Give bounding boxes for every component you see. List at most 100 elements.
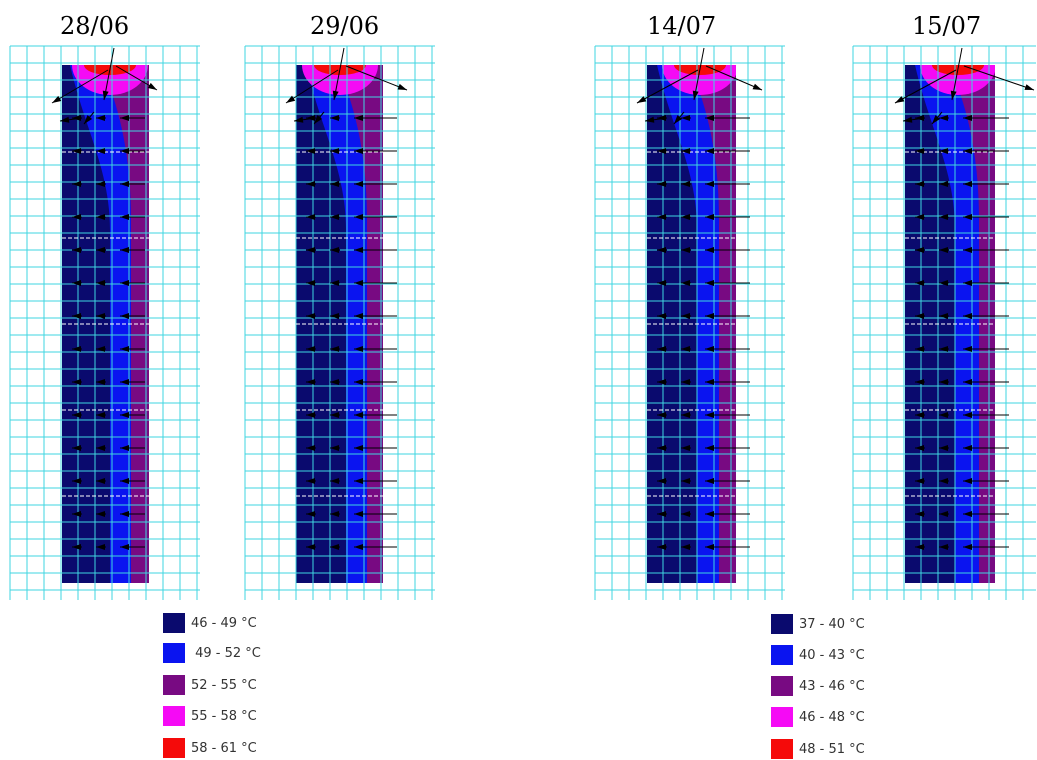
arrow-head xyxy=(120,313,129,319)
arrow-head xyxy=(306,346,315,352)
arrow-head xyxy=(306,445,315,451)
panel-date-label: 28/06 xyxy=(60,12,130,40)
arrow-head xyxy=(681,313,690,319)
flow-arrow xyxy=(939,445,949,451)
arrow-head xyxy=(705,280,714,286)
arrow-head xyxy=(681,247,690,253)
flow-arrow xyxy=(939,379,949,385)
legend-label: 40 - 43 °C xyxy=(799,647,865,663)
flow-arrow xyxy=(354,511,397,517)
arrow-head xyxy=(657,280,666,286)
arrow-head xyxy=(120,148,129,154)
flow-arrow xyxy=(915,379,925,385)
arrow-head xyxy=(895,96,905,103)
flow-arrow xyxy=(963,214,1009,220)
flow-arrow xyxy=(72,280,82,286)
flow-arrow xyxy=(963,511,1009,517)
flow-arrow xyxy=(657,214,667,220)
flow-arrow xyxy=(306,280,316,286)
arrow-head xyxy=(96,313,105,319)
arrow-head xyxy=(96,148,105,154)
flow-arrow xyxy=(120,379,145,385)
flow-arrow xyxy=(963,181,1009,187)
flow-arrow xyxy=(963,544,1009,550)
flow-arrow xyxy=(963,115,1009,121)
flow-arrow xyxy=(330,478,340,484)
arrow-head xyxy=(681,511,690,517)
flow-arrow xyxy=(705,478,750,484)
flow-arrow xyxy=(915,181,925,187)
arrow-head xyxy=(963,445,972,451)
flow-arrow xyxy=(72,346,82,352)
arrow-head xyxy=(915,478,924,484)
flow-arrow xyxy=(963,247,1009,253)
flow-arrow xyxy=(96,181,106,187)
arrow-head xyxy=(72,412,81,418)
flow-arrow xyxy=(657,148,667,154)
flow-arrow xyxy=(115,65,158,91)
flow-arrow xyxy=(96,280,106,286)
arrow-shaft xyxy=(51,69,109,104)
arrow-head xyxy=(72,346,81,352)
flow-arrow xyxy=(330,280,340,286)
arrow-head xyxy=(705,346,714,352)
flow-arrow xyxy=(354,478,397,484)
legend-swatch xyxy=(771,645,793,665)
flow-arrow xyxy=(306,346,316,352)
flow-arrow xyxy=(657,445,667,451)
legend-label: 46 - 49 °C xyxy=(191,615,257,631)
flow-arrow xyxy=(705,280,750,286)
arrow-head xyxy=(330,181,339,187)
flow-arrow xyxy=(681,412,691,418)
legend-item: 55 - 58 °C xyxy=(163,706,257,726)
flow-arrow xyxy=(72,214,82,220)
panel-15-07 xyxy=(852,45,1036,600)
legend-swatch xyxy=(771,707,793,727)
arrow-head xyxy=(354,412,363,418)
legend-label: 43 - 46 °C xyxy=(799,678,865,694)
flow-arrow xyxy=(72,247,82,253)
section-lines xyxy=(62,151,149,497)
legend-swatch xyxy=(163,706,185,726)
flow-arrow xyxy=(354,346,397,352)
arrow-head xyxy=(657,478,666,484)
flow-arrow xyxy=(963,478,1009,484)
flow-arrow xyxy=(705,181,750,187)
arrow-head xyxy=(330,412,339,418)
flow-arrow xyxy=(681,346,691,352)
arrow-head xyxy=(120,379,129,385)
arrow-head xyxy=(96,379,105,385)
flow-arrow xyxy=(939,214,949,220)
arrow-head xyxy=(939,346,948,352)
arrow-head xyxy=(657,115,666,121)
arrow-head xyxy=(306,115,315,121)
arrow-head xyxy=(915,445,924,451)
flow-arrow xyxy=(915,280,925,286)
flow-arrow xyxy=(72,478,82,484)
flow-arrow xyxy=(681,478,691,484)
flow-arrow xyxy=(902,116,926,123)
flow-arrow xyxy=(915,313,925,319)
arrow-head xyxy=(120,412,129,418)
band-hottest xyxy=(932,65,984,75)
arrow-head xyxy=(72,445,81,451)
flow-arrow xyxy=(939,247,949,253)
arrow-head xyxy=(354,544,363,550)
arrow-head xyxy=(932,115,941,124)
arrow-head xyxy=(657,445,666,451)
flow-arrow xyxy=(705,65,763,91)
band-hottest xyxy=(84,65,136,75)
arrow-head xyxy=(705,247,714,253)
arrow-head xyxy=(939,148,948,154)
flow-arrow xyxy=(963,445,1009,451)
arrow-head xyxy=(120,247,129,253)
flow-arrow xyxy=(354,544,397,550)
arrow-head xyxy=(354,148,363,154)
arrow-head xyxy=(915,181,924,187)
arrow-head xyxy=(306,511,315,517)
band-hottest xyxy=(314,65,366,75)
arrow-head xyxy=(963,247,972,253)
arrow-head xyxy=(939,313,948,319)
flow-arrow xyxy=(72,445,82,451)
arrow-head xyxy=(96,214,105,220)
